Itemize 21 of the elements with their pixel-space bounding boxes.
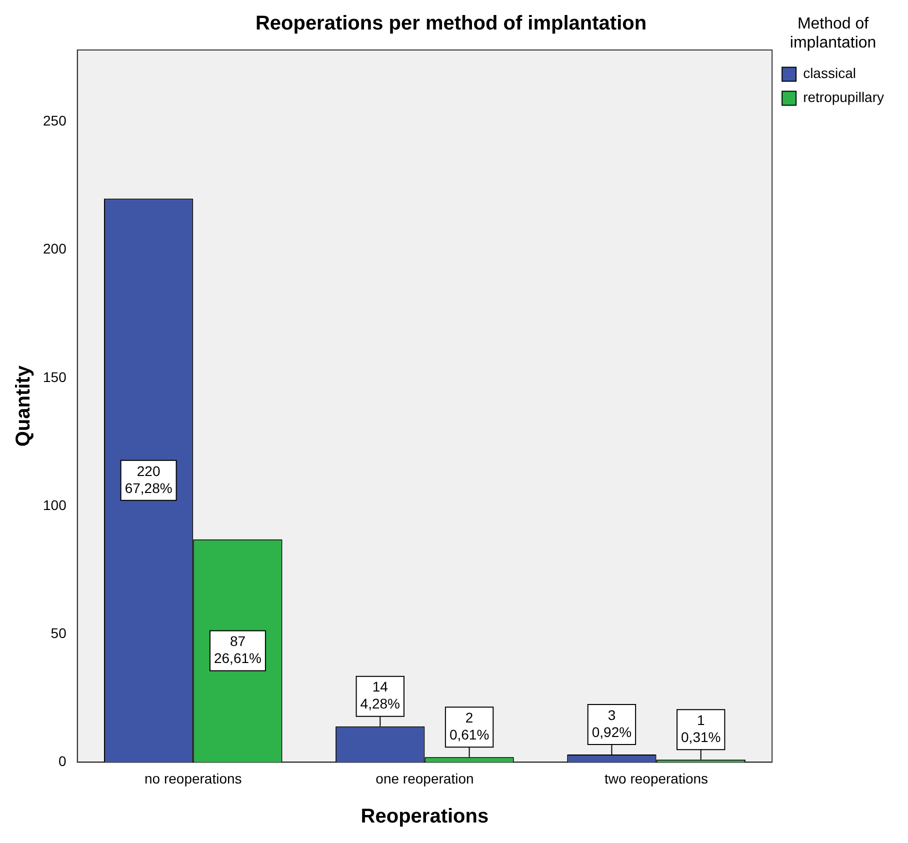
data-label: 2 0,61% (449, 709, 490, 742)
chart-title: Reoperations per method of implantation (255, 12, 647, 35)
y-axis-title: Quantity (12, 364, 35, 447)
x-axis-title: Reoperations (360, 806, 489, 828)
legend-label: classical (803, 65, 856, 82)
x-tick-label: one reoperation (376, 770, 474, 786)
legend-label: retropupillary (803, 89, 884, 106)
y-tick-label: 100 (43, 496, 67, 513)
y-tick-label: 200 (43, 240, 67, 257)
y-tick-label: 250 (43, 112, 67, 129)
data-label: 3 0,92% (592, 706, 632, 740)
y-tick-label: 0 (58, 753, 67, 770)
data-label: 14 4,28% (360, 678, 400, 712)
data-label: 87 26,61% (214, 633, 262, 666)
data-label: 220 67,28% (124, 462, 172, 496)
x-tick-label: two reoperations (604, 770, 708, 786)
legend-title: Method of implantation (790, 15, 876, 52)
data-label: 1 0,31% (681, 712, 721, 745)
y-tick-label: 50 (50, 624, 67, 641)
x-tick-label: no reoperations (144, 770, 242, 786)
y-tick-label: 150 (43, 368, 67, 385)
